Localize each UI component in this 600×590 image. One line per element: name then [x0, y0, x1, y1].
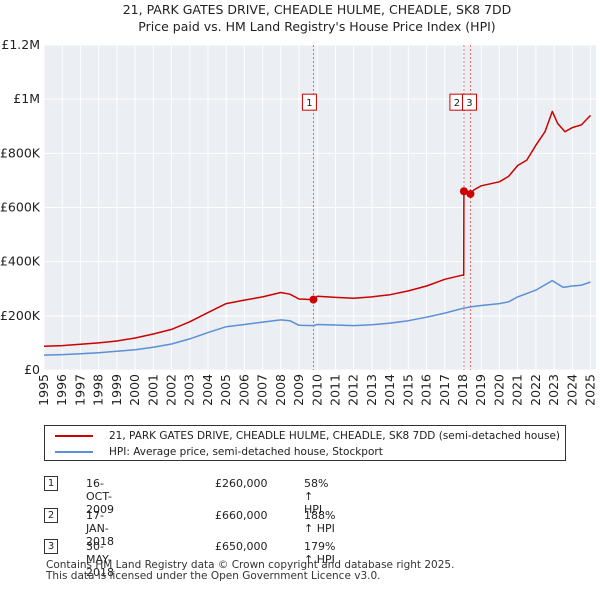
price-chart: 21, PARK GATES DRIVE, CHEADLE HULME, CHE…	[0, 2, 598, 406]
series-lines	[43, 110, 592, 356]
sale-label: 1	[301, 93, 317, 111]
x-tick-label: 1997	[72, 374, 87, 406]
x-tick-label: 2011	[327, 374, 342, 406]
x-tick-label: 2022	[528, 374, 543, 406]
footer-licence: This data is licensed under the Open Gov…	[46, 570, 381, 582]
transaction-hpi: 58% ↑ HPI	[304, 477, 329, 516]
y-tick-label: £0	[24, 362, 40, 377]
x-tick-label: 2006	[236, 374, 251, 406]
transaction-price: £650,000	[215, 540, 268, 553]
x-tick-label: 1999	[109, 374, 124, 406]
sale-label: 3	[461, 93, 477, 111]
x-tick-label: 2024	[564, 374, 579, 406]
x-tick-label: 2025	[583, 374, 598, 406]
transaction-hpi: 188% ↑ HPI	[304, 509, 336, 535]
x-tick-label: 2003	[182, 374, 197, 406]
x-tick-label: 2015	[400, 374, 415, 406]
x-tick-label: 2017	[437, 374, 452, 406]
transaction-number: 3	[44, 539, 58, 554]
sale-label-box	[461, 93, 477, 111]
y-tick-label: £600K	[0, 200, 41, 215]
x-tick-label: 2005	[218, 374, 233, 406]
legend-item-hpi: HPI: Average price, semi-detached house,…	[55, 444, 383, 460]
legend-property-label: 21, PARK GATES DRIVE, CHEADLE HULME, CHE…	[109, 430, 561, 442]
sale-point	[466, 189, 475, 198]
x-tick-label: 2004	[200, 374, 215, 406]
x-tick-label: 2018	[455, 374, 470, 406]
x-tick-label: 2013	[364, 374, 379, 406]
x-tick-label: 2012	[346, 374, 361, 406]
x-tick-label: 2020	[491, 374, 506, 406]
footer: Contains HM Land Registry data © Crown c…	[46, 560, 454, 582]
sale-label-box	[301, 93, 317, 111]
sale-label: 2	[449, 93, 465, 111]
hpi-line	[43, 279, 591, 356]
sale-label-text: 1	[306, 98, 312, 109]
x-tick-label: 2010	[309, 374, 324, 406]
x-tick-label: 2009	[291, 374, 306, 406]
transaction-price: £660,000	[215, 509, 268, 522]
grid	[43, 44, 596, 371]
transaction-number: 2	[44, 508, 58, 523]
sale-label-text: 2	[454, 98, 460, 109]
x-tick-label: 2014	[382, 374, 397, 406]
transaction-date: 16-OCT-2009	[86, 477, 114, 516]
legend: 21, PARK GATES DRIVE, CHEADLE HULME, CHE…	[44, 425, 566, 461]
x-tick-label: 2000	[127, 374, 142, 406]
legend-property-swatch	[55, 435, 93, 437]
property-line	[43, 110, 592, 347]
x-tick-label: 1996	[54, 374, 69, 406]
y-axis-ticks: £0 £200K £400K £600K £800K £1M £1.2M	[0, 37, 41, 377]
legend-item-property: 21, PARK GATES DRIVE, CHEADLE HULME, CHE…	[55, 428, 560, 444]
transaction-date: 30-MAY-2018	[86, 540, 114, 579]
y-tick-label: £1.2M	[1, 37, 40, 52]
y-tick-label: £1M	[13, 91, 40, 106]
footer-copyright: Contains HM Land Registry data © Crown c…	[46, 559, 455, 571]
legend-hpi-label: HPI: Average price, semi-detached house,…	[109, 446, 383, 458]
chart-subtitle: Price paid vs. HM Land Registry's House …	[138, 19, 495, 34]
y-tick-label: £200K	[0, 308, 41, 323]
x-axis-ticks: 1995 1996 1997 1998 1999 2000 2001 2002 2003 2004…	[36, 374, 598, 406]
transaction-date: 17-JAN-2018	[86, 509, 114, 548]
x-tick-label: 2007	[255, 374, 270, 406]
x-tick-label: 2008	[273, 374, 288, 406]
transaction-price: £260,000	[215, 477, 268, 490]
x-tick-label: 2023	[546, 374, 561, 406]
y-tick-label: £800K	[0, 145, 41, 160]
x-tick-label: 2002	[164, 374, 179, 406]
sale-label-text: 3	[466, 98, 472, 109]
x-tick-label: 1998	[91, 374, 106, 406]
x-tick-label: 2021	[510, 374, 525, 406]
legend-hpi-swatch	[55, 451, 93, 453]
chart-title: 21, PARK GATES DRIVE, CHEADLE HULME, CHE…	[123, 2, 512, 17]
x-tick-label: 2001	[145, 374, 160, 406]
x-tick-label: 1995	[36, 374, 51, 406]
x-tick-label: 2016	[419, 374, 434, 406]
sale-points	[309, 187, 475, 304]
sale-point	[309, 295, 318, 304]
transaction-number: 1	[44, 476, 58, 491]
transaction-hpi: 179% ↑ HPI	[304, 540, 336, 566]
x-tick-label: 2019	[473, 374, 488, 406]
sale-point	[459, 187, 468, 196]
y-tick-label: £400K	[0, 254, 41, 269]
